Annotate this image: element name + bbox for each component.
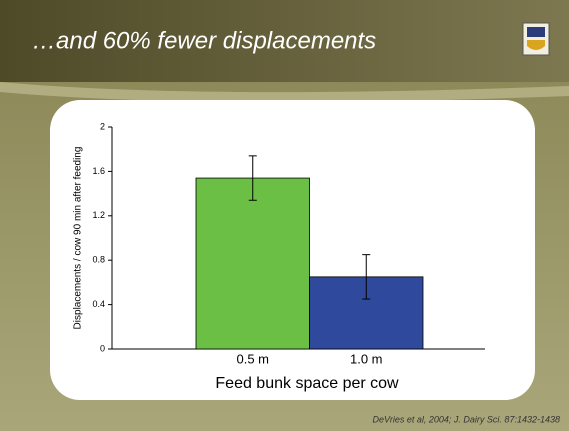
x-tick-label: 0.5 m xyxy=(236,351,269,366)
x-axis-label: Feed bunk space per cow xyxy=(215,375,399,392)
y-tick-label: 1.2 xyxy=(92,210,105,220)
x-tick-label: 1.0 m xyxy=(350,351,383,366)
logo xyxy=(522,22,550,56)
source: DeVries et al, 2004; J. Dairy Sci. 87:14… xyxy=(373,414,560,424)
y-tick-label: 1.6 xyxy=(92,166,105,176)
y-tick-label: 0 xyxy=(100,343,105,353)
bar xyxy=(195,177,310,350)
y-tick-label: 0.8 xyxy=(92,255,105,265)
title: …and 60% fewer displacements xyxy=(32,27,376,54)
y-axis-label: Displacements / cow 90 min after feeding xyxy=(73,147,84,330)
y-tick-label: 2 xyxy=(100,121,105,131)
swoosh xyxy=(0,82,569,103)
title-band xyxy=(0,0,569,82)
y-tick-label: 0.4 xyxy=(92,299,105,309)
